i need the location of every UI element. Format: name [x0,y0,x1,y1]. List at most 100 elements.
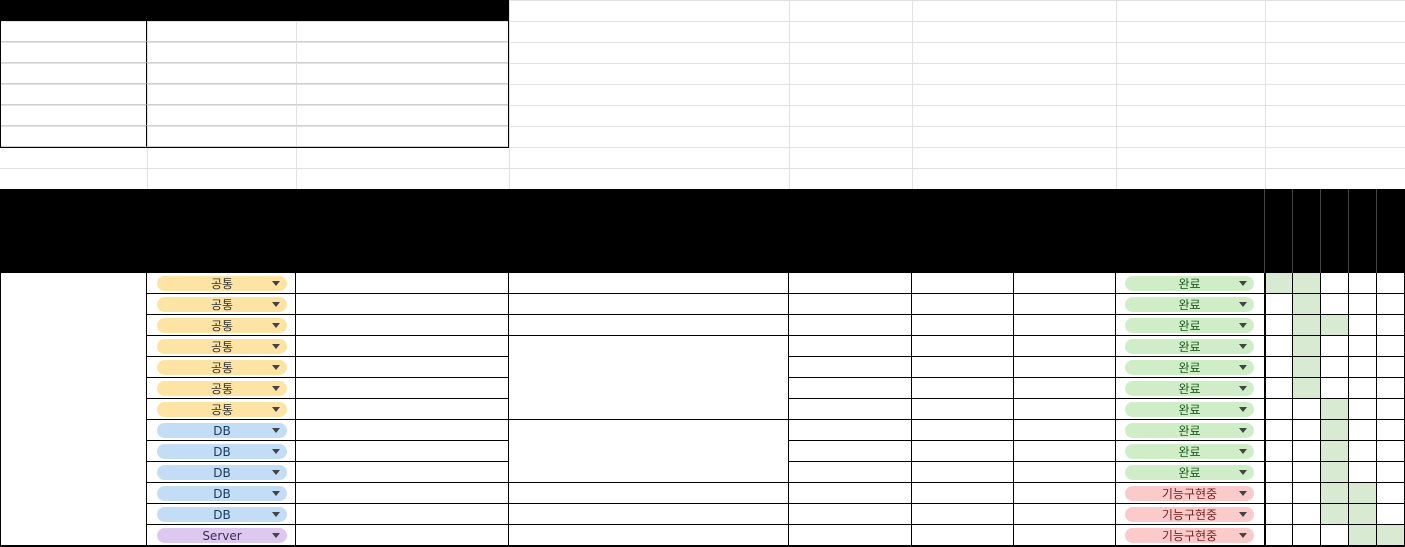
status-dropdown-label: 완료 [1178,382,1201,396]
role-dropdown-label: DB [213,423,231,438]
role-dropdown[interactable]: DB [157,465,287,480]
minor-task-cell [509,273,789,294]
gantt-day-cell [1265,399,1293,420]
owner-cell [789,462,912,483]
chevron-down-icon [1239,407,1247,412]
start-date-cell [912,525,1014,546]
status-dropdown-label: 완료 [1178,424,1201,438]
owner-cell [789,315,912,336]
gantt-day-cell [1265,441,1293,462]
owner-cell [789,294,912,315]
day-header-top [1265,210,1293,231]
category-cell [0,273,147,546]
role-dropdown[interactable]: DB [157,423,287,438]
major-task-cell [296,378,509,399]
owner-cell [789,441,912,462]
status-dropdown[interactable]: 완료 [1125,339,1254,354]
status-dropdown[interactable]: 완료 [1125,318,1254,333]
status-dropdown[interactable]: 완료 [1125,444,1254,459]
role-dropdown[interactable]: 공통 [157,360,287,375]
info-header-detail [147,0,509,21]
day-header-top [1293,210,1321,231]
gantt-day-cell [1349,525,1377,546]
info-label [0,126,147,147]
owner-cell [789,504,912,525]
gantt-day-cell [1349,336,1377,357]
grid-row-line [0,63,1405,64]
gantt-day-cell [1321,420,1349,441]
status-cell [1116,357,1265,378]
grid-row-line [0,105,1405,106]
status-dropdown[interactable]: 완료 [1125,465,1254,480]
info-value [147,126,509,147]
role-dropdown[interactable]: 공통 [157,381,287,396]
status-cell [1116,462,1265,483]
minor-task-cell [509,525,789,546]
gantt-day-cell [1293,294,1321,315]
gantt-day-cell [1377,525,1405,546]
status-dropdown[interactable]: 기능구현중 [1125,528,1254,543]
status-dropdown-label: 기능구현중 [1161,529,1218,543]
gantt-day-cell [1349,378,1377,399]
owner-cell [789,420,912,441]
day-header-top [1321,210,1349,231]
minor-task-cell [509,315,789,336]
col-owner-header [789,231,912,273]
gantt-day-cell [1377,273,1405,294]
wbs-header-band [0,189,1405,273]
major-task-cell [296,441,509,462]
col-major-header [296,252,509,273]
chevron-down-icon [1239,344,1247,349]
info-label [0,105,147,126]
grid-column-line [1265,0,1266,190]
major-task-cell [296,315,509,336]
role-dropdown[interactable]: Server [157,528,287,543]
chevron-down-icon [272,281,280,286]
role-dropdown[interactable]: 공통 [157,276,287,291]
status-dropdown[interactable]: 기능구현중 [1125,486,1254,501]
role-dropdown-label: DB [213,465,231,480]
start-date-cell [912,462,1014,483]
gantt-day-cell [1321,462,1349,483]
status-dropdown[interactable]: 완료 [1125,297,1254,312]
major-task-cell [296,462,509,483]
gantt-day-cell [1265,336,1293,357]
status-dropdown[interactable]: 완료 [1125,381,1254,396]
minor-task-cell [509,504,789,525]
chevron-down-icon [1239,428,1247,433]
role-dropdown[interactable]: DB [157,507,287,522]
grid-row-line [0,84,1405,85]
end-date-cell [1014,336,1116,357]
gantt-header-divider [1264,189,1265,273]
major-task-cell [296,504,509,525]
status-dropdown[interactable]: 완료 [1125,423,1254,438]
gantt-day-cell [1265,483,1293,504]
role-dropdown[interactable]: 공통 [157,402,287,417]
end-date-cell [1014,420,1116,441]
grid-column-line [509,0,510,190]
role-dropdown[interactable]: DB [157,486,287,501]
status-dropdown-label: 완료 [1178,403,1201,417]
status-cell [1116,378,1265,399]
chevron-down-icon [1239,302,1247,307]
gantt-day-cell [1293,420,1321,441]
role-dropdown[interactable]: DB [157,444,287,459]
role-dropdown[interactable]: 공통 [157,318,287,333]
status-dropdown[interactable]: 기능구현중 [1125,507,1254,522]
gantt-day-cell [1349,399,1377,420]
role-cell [147,315,296,336]
owner-cell [789,525,912,546]
role-dropdown-label: 공통 [210,340,234,354]
role-dropdown[interactable]: 공통 [157,339,287,354]
chevron-down-icon [272,491,280,496]
role-dropdown[interactable]: 공통 [157,297,287,312]
gantt-day-cell [1377,294,1405,315]
grid-row-line [0,168,1405,169]
chevron-down-icon [1239,491,1247,496]
status-dropdown[interactable]: 완료 [1125,402,1254,417]
status-dropdown[interactable]: 완료 [1125,360,1254,375]
gantt-day-cell [1321,483,1349,504]
status-dropdown[interactable]: 완료 [1125,276,1254,291]
major-task-cell [296,273,509,294]
start-date-cell [912,399,1014,420]
